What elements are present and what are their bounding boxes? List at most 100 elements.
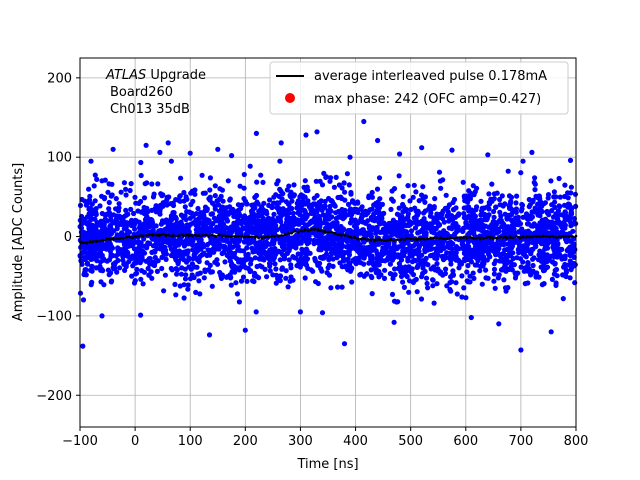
scatter-point	[317, 178, 323, 184]
scatter-point	[355, 220, 361, 226]
scatter-point	[253, 273, 260, 279]
scatter-point	[368, 273, 374, 279]
scatter-point	[512, 270, 518, 276]
scatter-point	[344, 171, 350, 177]
average-pulse-sample	[121, 237, 125, 240]
scatter-point	[209, 283, 215, 289]
scatter-point	[340, 258, 346, 264]
scatter-point	[461, 285, 467, 291]
scatter-point	[292, 237, 298, 243]
scatter-point	[131, 210, 137, 217]
scatter-point	[193, 211, 200, 217]
scatter-point	[495, 245, 501, 251]
scatter-point	[80, 297, 87, 303]
scatter-point	[428, 210, 434, 216]
scatter-point	[466, 249, 473, 255]
scatter-point	[149, 181, 155, 187]
scatter-point	[177, 193, 183, 199]
scatter-point	[413, 189, 419, 195]
scatter-point	[177, 283, 183, 289]
average-pulse-sample	[531, 235, 535, 239]
average-pulse-sample	[214, 235, 217, 239]
scatter-point	[542, 200, 549, 206]
scatter-point	[302, 178, 308, 184]
scatter-point	[466, 188, 472, 194]
scatter-point	[89, 263, 95, 269]
scatter-point	[516, 239, 522, 245]
average-pulse-sample	[316, 228, 320, 231]
scatter-point	[304, 241, 310, 247]
scatter-point	[494, 249, 500, 255]
average-pulse-sample	[442, 237, 446, 240]
scatter-outlier-point	[229, 153, 235, 159]
scatter-point	[258, 250, 264, 256]
scatter-point	[550, 244, 556, 250]
scatter-point	[174, 252, 180, 258]
scatter-point	[291, 182, 297, 188]
scatter-point	[138, 252, 144, 259]
x-tick-label: 400	[343, 434, 368, 449]
scatter-point	[94, 176, 100, 182]
scatter-point	[123, 207, 129, 213]
average-pulse-sample	[154, 234, 158, 237]
average-pulse-sample	[396, 238, 399, 241]
scatter-point	[483, 267, 489, 273]
average-pulse-sample	[349, 235, 353, 239]
scatter-point	[167, 243, 173, 249]
scatter-point	[525, 268, 531, 274]
scatter-point	[254, 179, 260, 185]
scatter-point	[448, 288, 454, 294]
scatter-point	[143, 258, 149, 264]
scatter-point	[328, 250, 335, 256]
scatter-point	[394, 232, 400, 238]
scatter-point	[559, 256, 565, 262]
scatter-point	[260, 179, 266, 185]
scatter-point	[138, 159, 144, 166]
scatter-point	[459, 273, 465, 279]
scatter-point	[182, 276, 189, 282]
scatter-point	[389, 257, 395, 263]
scatter-point	[492, 285, 498, 291]
scatter-point	[132, 194, 138, 200]
scatter-point	[349, 279, 355, 285]
scatter-point	[477, 268, 483, 274]
scatter-point	[414, 289, 420, 295]
scatter-point	[355, 209, 361, 215]
scatter-point	[501, 242, 507, 248]
scatter-point	[478, 198, 484, 204]
average-pulse-sample	[111, 237, 115, 240]
scatter-point	[286, 183, 292, 189]
scatter-point	[329, 221, 335, 227]
scatter-point	[281, 226, 287, 232]
scatter-point	[567, 238, 574, 244]
scatter-point	[172, 248, 178, 254]
scatter-point	[152, 254, 158, 261]
scatter-point	[106, 210, 112, 216]
scatter-point	[128, 222, 134, 229]
x-tick-label: 200	[233, 434, 258, 449]
average-pulse-line	[78, 228, 578, 245]
scatter-point	[218, 275, 225, 281]
scatter-point	[463, 295, 469, 301]
scatter-point	[150, 243, 156, 249]
scatter-point	[206, 196, 212, 202]
scatter-point	[515, 214, 521, 220]
scatter-point	[184, 209, 190, 215]
scatter-point	[377, 213, 383, 219]
scatter-point	[541, 251, 547, 257]
scatter-point	[411, 215, 417, 221]
average-pulse-sample	[382, 239, 386, 242]
scatter-point	[128, 256, 134, 262]
x-tick-label: 0	[131, 434, 139, 449]
scatter-point	[393, 220, 400, 226]
scatter-point	[255, 201, 261, 207]
scatter-point	[299, 219, 305, 225]
scatter-point	[533, 274, 539, 280]
scatter-point	[368, 234, 374, 240]
scatter-point	[107, 223, 113, 229]
scatter-point	[89, 268, 95, 274]
scatter-point	[486, 191, 492, 197]
scatter-point	[569, 261, 575, 267]
scatter-point	[330, 263, 336, 269]
scatter-point	[567, 275, 573, 281]
